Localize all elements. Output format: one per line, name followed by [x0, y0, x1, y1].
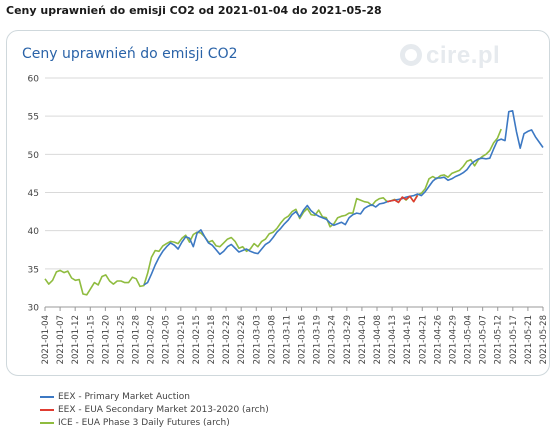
chart-legend: EEX - Primary Market Auction EEX - EUA Se…: [40, 390, 269, 429]
legend-item: ICE - EUA Phase 3 Daily Futures (arch): [40, 416, 269, 429]
series-line-2: [44, 128, 502, 296]
y-tick-label: 45: [28, 189, 39, 199]
legend-swatch: [40, 395, 54, 398]
x-tick-label: 2021-01-12: [71, 315, 81, 364]
cire-logo-text: cire.pl: [426, 42, 501, 69]
x-tick-label: 2021-04-13: [388, 315, 398, 364]
x-tick-label: 2021-02-15: [192, 315, 202, 364]
chart-gridlines: [45, 77, 543, 308]
x-tick-label: 2021-02-05: [162, 315, 172, 364]
series-line-1: [386, 195, 419, 204]
x-tick-label: 2021-03-11: [282, 315, 292, 364]
x-tick-label: 2021-01-15: [86, 315, 96, 364]
x-tick-label: 2021-01-20: [101, 315, 111, 364]
x-tick-label: 2021-03-29: [343, 315, 353, 364]
legend-label: EEX - EUA Secondary Market 2013-2020 (ar…: [58, 404, 269, 415]
x-tick-label: 2021-04-29: [448, 315, 458, 364]
x-tick-label: 2021-05-17: [509, 315, 519, 364]
x-axis-ticks: 2021-01-04 2021-01-07 2021-01-12 2021-01-15…: [41, 307, 549, 364]
legend-label: EEX - Primary Market Auction: [58, 391, 190, 402]
y-axis-ticks: 30 35 40 45 50 55 60: [28, 75, 40, 314]
y-tick-label: 60: [28, 75, 40, 85]
x-tick-label: 2021-02-23: [222, 315, 232, 364]
x-tick-label: 2021-05-07: [479, 315, 489, 364]
x-tick-label: 2021-04-16: [403, 315, 413, 364]
legend-label: ICE - EUA Phase 3 Daily Futures (arch): [58, 417, 230, 428]
legend-swatch: [40, 421, 54, 424]
x-tick-label: 2021-01-07: [56, 315, 66, 364]
x-tick-label: 2021-03-24: [328, 315, 338, 364]
legend-swatch: [40, 408, 54, 411]
chart-title: Ceny uprawnień do emisji CO2: [22, 46, 238, 62]
x-tick-label: 2021-02-26: [237, 315, 247, 364]
legend-item: EEX - EUA Secondary Market 2013-2020 (ar…: [40, 403, 269, 416]
series-line-0: [143, 110, 544, 286]
legend-item: EEX - Primary Market Auction: [40, 390, 269, 403]
x-tick-label: 2021-01-25: [116, 315, 126, 364]
cire-logo-mark-icon: [400, 44, 422, 66]
x-tick-label: 2021-04-08: [373, 315, 383, 364]
x-tick-label: 2021-01-28: [132, 315, 142, 364]
x-tick-label: 2021-04-21: [418, 315, 428, 364]
chart-series: [44, 110, 544, 296]
x-tick-label: 2021-04-01: [358, 315, 368, 364]
y-tick-label: 35: [28, 265, 39, 275]
x-tick-label: 2021-03-03: [252, 315, 262, 364]
page-title: Ceny uprawnień do emisji CO2 od 2021-01-…: [6, 4, 382, 17]
x-tick-label: 2021-03-08: [267, 315, 277, 364]
cire-logo: cire.pl: [400, 42, 500, 70]
x-tick-label: 2021-04-26: [433, 315, 443, 364]
y-tick-label: 55: [28, 113, 39, 123]
x-tick-label: 2021-05-21: [524, 315, 534, 364]
x-tick-label: 2021-02-10: [177, 315, 187, 364]
y-tick-label: 50: [28, 151, 40, 161]
x-tick-label: 2021-01-04: [41, 315, 51, 364]
x-tick-label: 2021-03-19: [313, 315, 323, 364]
x-tick-label: 2021-05-28: [539, 315, 549, 364]
y-tick-label: 40: [28, 227, 40, 237]
y-tick-label: 30: [28, 304, 40, 314]
x-tick-label: 2021-03-16: [298, 315, 308, 364]
x-tick-label: 2021-02-02: [147, 315, 157, 364]
chart-panel: [6, 30, 550, 376]
x-tick-label: 2021-02-18: [207, 315, 217, 364]
x-tick-label: 2021-05-04: [464, 315, 474, 364]
x-tick-label: 2021-05-12: [494, 315, 504, 364]
